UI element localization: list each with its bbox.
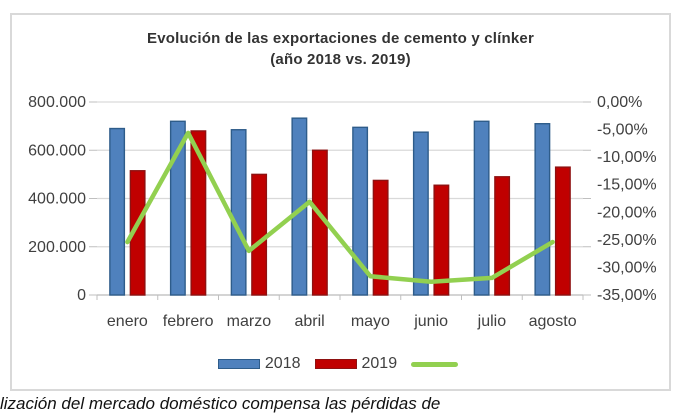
- legend-item-2018[interactable]: 2018: [217, 355, 301, 373]
- legend-label-2018: 2018: [264, 355, 301, 372]
- bar-2019-marzo: [251, 173, 268, 296]
- x-axis-label: julio: [477, 313, 507, 330]
- left-axis-label: 400.000: [28, 191, 86, 208]
- bar-2018-febrero: [169, 120, 186, 296]
- x-axis-label: febrero: [163, 313, 214, 330]
- right-axis-label: -30,00%: [597, 259, 657, 276]
- left-axis-label: 200.000: [28, 239, 86, 256]
- x-axis-label: abril: [295, 313, 325, 330]
- screenshot-root: { "title": { "line1": "Evolución de las …: [0, 13, 671, 413]
- x-axis-label: mayo: [351, 313, 390, 330]
- x-axis-label: marzo: [227, 313, 272, 330]
- x-axis-label: agosto: [529, 313, 577, 330]
- right-axis-label: -25,00%: [597, 232, 657, 249]
- right-axis-label: -5,00%: [597, 122, 648, 139]
- left-axis-label: 0: [77, 287, 86, 304]
- bar-2018-junio: [412, 131, 429, 296]
- bar-2018-marzo: [230, 129, 247, 296]
- chart-title-line1: Evolución de las exportaciones de cement…: [146, 30, 534, 47]
- legend-swatch-trendline-icon: [411, 361, 459, 367]
- legend-item-2019[interactable]: 2019: [314, 355, 398, 373]
- bar-2019-febrero: [190, 130, 207, 296]
- chart-title: Evolución de las exportaciones de cement…: [10, 28, 671, 70]
- bar-2018-agosto: [534, 123, 551, 296]
- bar-2019-agosto: [554, 166, 571, 296]
- caption-text-cropped: lización del mercado doméstico compensa …: [0, 394, 441, 413]
- right-axis-label: 0,00%: [597, 94, 642, 111]
- trend-line-variation-pct: [125, 130, 555, 285]
- legend-item-trend[interactable]: [411, 361, 463, 367]
- legend-label-2019: 2019: [361, 355, 398, 372]
- right-axis-label: -15,00%: [597, 177, 657, 194]
- bar-2019-mayo: [372, 179, 389, 296]
- bar-2018-julio: [473, 120, 490, 296]
- left-axis-label: 600.000: [28, 142, 86, 159]
- right-axis-label: -35,00%: [597, 287, 657, 304]
- chart-plot-area: 800.000 600.000 400.000 200.000 0 0,00% -5,00%…: [28, 94, 657, 330]
- bar-2018-enero: [109, 127, 126, 296]
- right-axis-label: -10,00%: [597, 149, 657, 166]
- bar-2019-julio: [494, 176, 511, 296]
- legend-swatch-2019-icon: [314, 359, 357, 369]
- chart-legend: 2018 2019: [10, 353, 671, 375]
- left-axis-label: 800.000: [28, 94, 86, 111]
- bar-2019-junio: [433, 184, 450, 296]
- chart-title-line2: (año 2018 vs. 2019): [270, 51, 411, 68]
- x-axis-label: enero: [107, 313, 148, 330]
- bar-2018-mayo: [352, 126, 369, 296]
- right-axis-label: -20,00%: [597, 204, 657, 221]
- x-axis-label: junio: [413, 313, 448, 330]
- legend-swatch-2018-icon: [217, 359, 260, 369]
